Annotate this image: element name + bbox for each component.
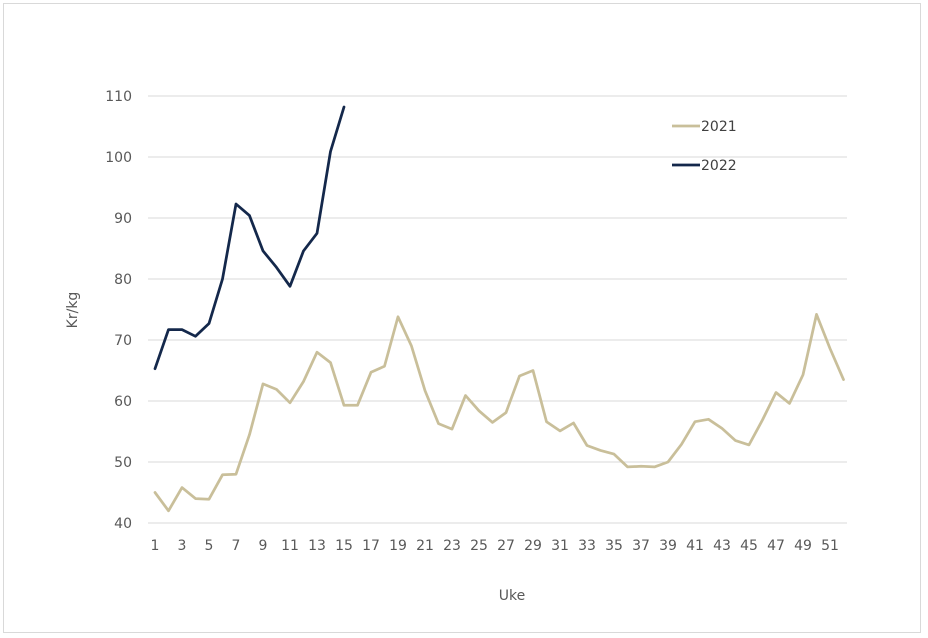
x-tick-label: 43 [713, 538, 731, 554]
y-tick-label: 60 [114, 394, 132, 410]
x-tick-label: 1 [151, 538, 160, 554]
x-tick-label: 47 [767, 538, 785, 554]
y-axis-title: Kr/kg [65, 292, 81, 329]
x-tick-label: 41 [686, 538, 704, 554]
x-axis-title: Uke [499, 588, 525, 604]
x-tick-label: 13 [308, 538, 326, 554]
x-tick-label: 35 [605, 538, 623, 554]
x-tick-label: 33 [578, 538, 596, 554]
x-axis-ticks: 1 3 5 7 9 11 13 15 17 19 21 23 25 27 29 31 33 35 37 39 41 43 4… [151, 538, 839, 554]
x-tick-label: 5 [205, 538, 214, 554]
x-tick-label: 29 [524, 538, 542, 554]
legend: 2021 2022 [672, 119, 737, 174]
x-tick-label: 37 [632, 538, 650, 554]
y-tick-label: 70 [114, 333, 132, 349]
x-tick-label: 9 [259, 538, 268, 554]
x-tick-label: 11 [281, 538, 299, 554]
series-lines [153, 105, 845, 513]
x-tick-label: 51 [821, 538, 839, 554]
x-tick-label: 15 [335, 538, 353, 554]
x-tick-label: 17 [362, 538, 380, 554]
x-tick-label: 49 [794, 538, 812, 554]
y-tick-label: 80 [114, 272, 132, 288]
x-tick-label: 31 [551, 538, 569, 554]
legend-label-2021: 2021 [701, 119, 737, 135]
x-tick-label: 27 [497, 538, 515, 554]
x-tick-label: 45 [740, 538, 758, 554]
y-tick-label: 40 [114, 516, 132, 532]
gridlines [148, 95, 847, 524]
series-line-2021 [153, 313, 845, 513]
x-tick-label: 19 [389, 538, 407, 554]
series-line-2022 [153, 105, 346, 371]
y-axis-ticks: 40 50 60 70 80 90 100 110 [105, 89, 132, 532]
x-tick-label: 21 [416, 538, 434, 554]
y-tick-label: 90 [114, 211, 132, 227]
y-tick-label: 100 [105, 150, 132, 166]
x-tick-label: 7 [232, 538, 241, 554]
x-tick-label: 3 [178, 538, 187, 554]
legend-label-2022: 2022 [701, 158, 737, 174]
y-tick-label: 110 [105, 89, 132, 105]
chart-frame [3, 3, 921, 633]
x-tick-label: 23 [443, 538, 461, 554]
x-tick-label: 39 [659, 538, 677, 554]
x-tick-label: 25 [470, 538, 488, 554]
y-tick-label: 50 [114, 455, 132, 471]
